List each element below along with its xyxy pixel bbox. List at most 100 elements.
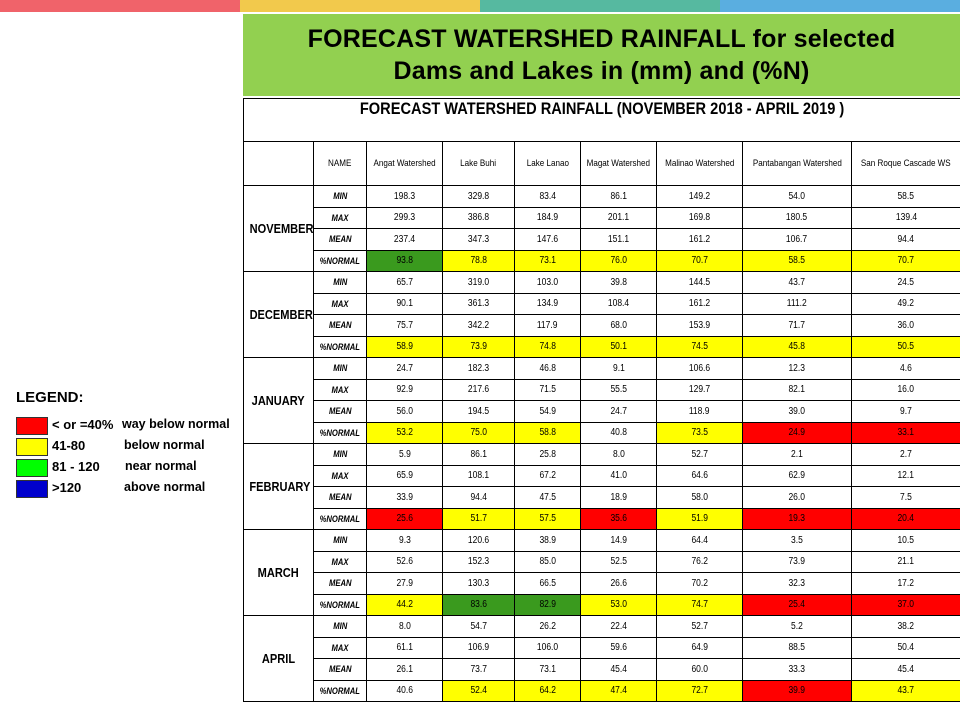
value-text: 40.6	[396, 685, 413, 697]
column-header-cell: Malinao Watershed	[656, 141, 743, 186]
percent-normal-cell: 53.0	[580, 593, 657, 616]
table-row: MEAN 27.9 130.3 66.5 26.6 70.2 32.3 17.2	[244, 572, 960, 595]
table-row: MEAN 75.7 342.2 117.9 68.0 153.9 71.7 36.0	[244, 314, 960, 337]
value-text: 39.0	[788, 405, 806, 417]
max-value-cell: 41.0	[580, 464, 657, 487]
mean-value-cell: 71.7	[742, 314, 852, 337]
row-label-cell: MEAN	[313, 400, 367, 423]
legend-range: >120	[52, 480, 82, 495]
row-label-cell: MAX	[313, 206, 367, 229]
table-row: JANUARY MIN 24.7 182.3 46.8 9.1 106.6 12.3 4.6	[243, 357, 960, 444]
value-text: 46.8	[539, 362, 556, 374]
mean-value-cell: 17.2	[850, 572, 960, 595]
table-row: MAX 61.1 106.9 106.0 59.6 64.9 88.5 50.4	[244, 636, 960, 659]
legend: LEGEND: < or =40% way below normal 41-80…	[14, 389, 244, 499]
value-text: 129.7	[688, 384, 711, 396]
max-value-cell: 90.1	[366, 292, 443, 315]
row-label: MEAN	[328, 234, 352, 245]
row-label: MAX	[331, 642, 349, 653]
min-value-cell: 5.2	[742, 615, 852, 638]
min-value-cell: 182.3	[442, 357, 515, 380]
value-text: 25.4	[788, 599, 806, 611]
table-row: MAX 65.9 108.1 67.2 41.0 64.6 62.9 12.1	[244, 464, 960, 487]
value-text: 26.6	[610, 577, 627, 589]
mean-value-cell: 73.1	[514, 658, 581, 681]
percent-normal-cell: 19.3	[742, 507, 852, 530]
value-text: 73.7	[470, 663, 487, 675]
value-text: 26.0	[788, 491, 806, 503]
value-text: 161.2	[688, 233, 711, 245]
max-value-cell: 49.2	[850, 292, 960, 315]
value-text: 103.0	[536, 276, 559, 288]
value-text: 180.5	[786, 212, 808, 224]
min-value-cell: 25.8	[514, 443, 581, 466]
value-text: 151.1	[607, 233, 630, 245]
table-row: %NORMAL 93.8 78.8 73.1 76.0 70.7 58.5 70.7	[244, 249, 960, 272]
month-label: APRIL	[261, 651, 296, 666]
rainfall-table-container: FORECAST WATERSHED RAINFALL (NOVEMBER 20…	[242, 98, 960, 706]
min-value-cell: 65.7	[366, 271, 443, 294]
header-name-cell: NAME	[313, 141, 367, 186]
mean-value-cell: 33.9	[366, 486, 443, 509]
value-text: 52.5	[610, 556, 627, 568]
row-label-cell: MAX	[313, 464, 367, 487]
table-header-row: NAME Angat Watershed Lake Buhi Lake Lanao Ma…	[243, 141, 960, 186]
value-text: 47.4	[610, 685, 627, 697]
table-row: MAX 299.3 386.8 184.9 201.1 169.8 180.5 139.4	[244, 206, 960, 229]
row-label-cell: %NORMAL	[313, 593, 367, 616]
value-text: 21.1	[897, 556, 915, 568]
legend-description: near normal	[125, 459, 197, 473]
value-text: 74.8	[539, 341, 556, 353]
value-text: 4.6	[900, 362, 912, 374]
value-text: 71.7	[788, 319, 806, 331]
value-text: 70.7	[897, 255, 915, 267]
value-text: 147.6	[536, 233, 559, 245]
percent-normal-cell: 74.5	[656, 335, 743, 358]
value-text: 106.6	[688, 362, 711, 374]
rainfall-table: FORECAST WATERSHED RAINFALL (NOVEMBER 20…	[242, 98, 960, 702]
table-row: %NORMAL 40.6 52.4 64.2 47.4 72.7 39.9 43.7	[244, 679, 960, 702]
value-text: 76.0	[610, 255, 627, 267]
value-text: 32.3	[788, 577, 806, 589]
max-value-cell: 71.5	[514, 378, 581, 401]
percent-normal-cell: 25.6	[366, 507, 443, 530]
value-text: 54.9	[539, 405, 556, 417]
column-header-cell: Pantabangan Watershed	[742, 141, 852, 186]
row-label: MAX	[331, 470, 349, 481]
value-text: 67.2	[539, 470, 556, 482]
column-header: Pantabangan Watershed	[752, 158, 842, 169]
value-text: 60.0	[691, 663, 708, 675]
value-text: 198.3	[393, 190, 416, 202]
month-cell: APRIL	[243, 615, 314, 702]
min-value-cell: 54.0	[742, 185, 852, 208]
max-value-cell: 134.9	[514, 292, 581, 315]
mean-value-cell: 60.0	[656, 658, 743, 681]
min-value-cell: 10.5	[850, 529, 960, 552]
value-text: 108.4	[607, 298, 630, 310]
value-text: 50.5	[897, 341, 915, 353]
table-row: DECEMBER MIN 65.7 319.0 103.0 39.8 144.5 43.7 24…	[243, 271, 960, 358]
percent-normal-cell: 58.9	[366, 335, 443, 358]
percent-normal-cell: 83.6	[442, 593, 515, 616]
value-text: 16.0	[897, 384, 915, 396]
value-text: 139.4	[895, 212, 917, 224]
top-bar-segment-yellow	[240, 0, 480, 12]
min-value-cell: 83.4	[514, 185, 581, 208]
value-text: 106.7	[786, 233, 808, 245]
table-row: MEAN 237.4 347.3 147.6 151.1 161.2 106.7 94.4	[244, 228, 960, 251]
value-text: 71.5	[539, 384, 556, 396]
table-row: MAX 52.6 152.3 85.0 52.5 76.2 73.9 21.1	[244, 550, 960, 573]
value-text: 7.5	[900, 491, 912, 503]
mean-value-cell: 36.0	[850, 314, 960, 337]
row-label-cell: %NORMAL	[313, 335, 367, 358]
value-text: 86.1	[470, 448, 487, 460]
table-title: FORECAST WATERSHED RAINFALL (NOVEMBER 20…	[359, 99, 845, 119]
value-text: 64.6	[691, 470, 708, 482]
value-text: 38.2	[897, 620, 915, 632]
value-text: 38.9	[539, 534, 556, 546]
table-row: MEAN 26.1 73.7 73.1 45.4 60.0 33.3 45.4	[244, 658, 960, 681]
value-text: 37.0	[897, 599, 915, 611]
value-text: 65.9	[396, 470, 413, 482]
max-value-cell: 139.4	[850, 206, 960, 229]
mean-value-cell: 94.4	[850, 228, 960, 251]
